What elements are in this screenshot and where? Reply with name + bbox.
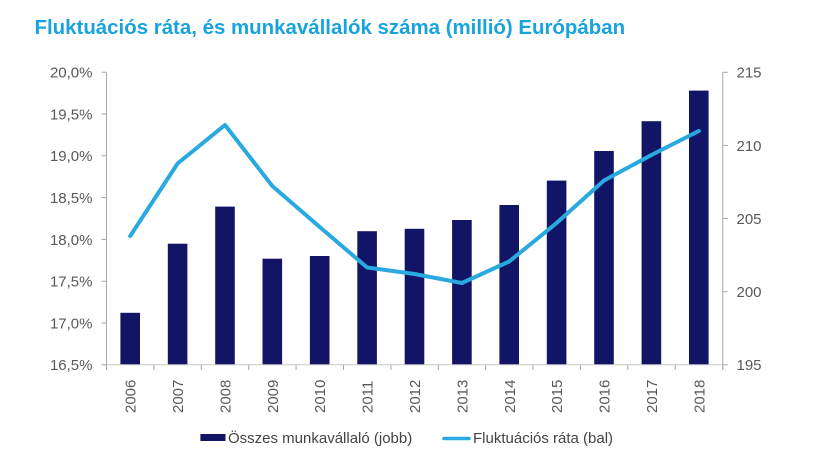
svg-text:19,0%: 19,0% — [50, 148, 93, 165]
svg-text:2007: 2007 — [170, 380, 187, 413]
svg-text:19,5%: 19,5% — [50, 106, 93, 123]
svg-text:2018: 2018 — [691, 380, 708, 413]
svg-text:205: 205 — [737, 211, 762, 228]
svg-text:17,0%: 17,0% — [50, 315, 93, 332]
svg-text:18,0%: 18,0% — [50, 232, 93, 249]
svg-text:2017: 2017 — [644, 380, 661, 413]
svg-text:16,5%: 16,5% — [50, 357, 93, 374]
svg-text:2012: 2012 — [407, 380, 424, 413]
svg-text:2013: 2013 — [454, 380, 471, 413]
svg-text:2009: 2009 — [265, 380, 282, 413]
svg-text:2006: 2006 — [123, 380, 140, 413]
svg-text:2016: 2016 — [597, 380, 614, 413]
svg-text:195: 195 — [737, 357, 762, 374]
svg-text:2011: 2011 — [360, 381, 377, 413]
svg-text:18,5%: 18,5% — [50, 190, 93, 207]
svg-text:210: 210 — [737, 138, 762, 155]
svg-text:Összes munkavállaló (jobb): Összes munkavállaló (jobb) — [228, 429, 412, 447]
svg-text:215: 215 — [737, 65, 762, 82]
svg-text:2010: 2010 — [312, 380, 329, 413]
svg-text:Fluktuációs ráta (bal): Fluktuációs ráta (bal) — [473, 430, 613, 447]
svg-text:2008: 2008 — [217, 380, 234, 413]
svg-text:17,5%: 17,5% — [50, 274, 93, 291]
svg-text:2014: 2014 — [502, 380, 519, 413]
svg-text:200: 200 — [737, 284, 762, 301]
svg-text:20,0%: 20,0% — [50, 65, 93, 82]
svg-text:2015: 2015 — [549, 380, 566, 413]
